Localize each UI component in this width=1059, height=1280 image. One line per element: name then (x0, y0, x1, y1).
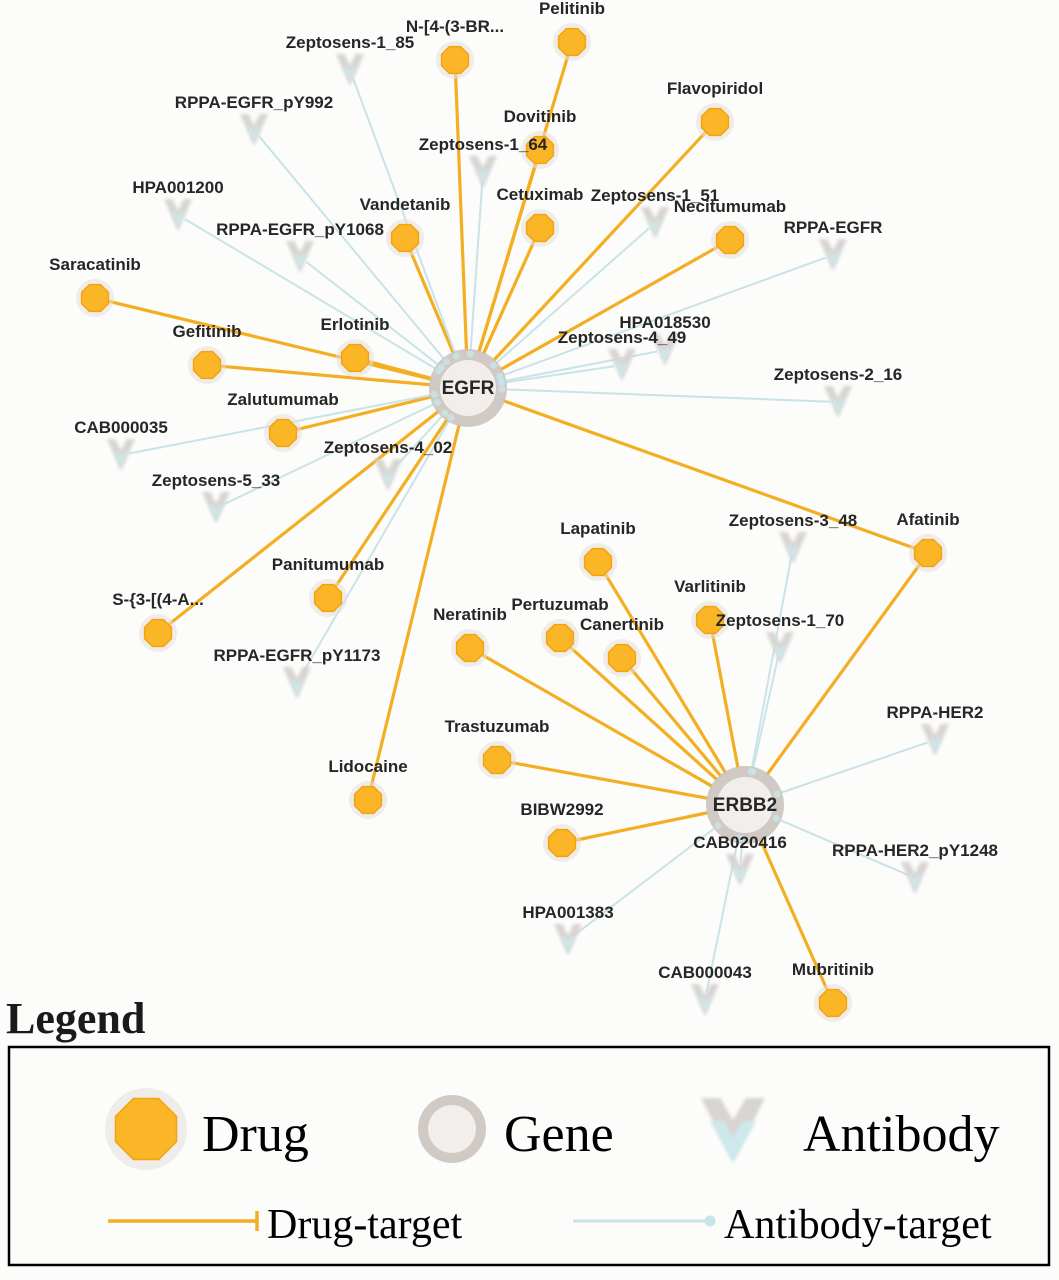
svg-text:Erlotinib: Erlotinib (321, 315, 390, 334)
svg-text:Pelitinib: Pelitinib (539, 0, 605, 18)
svg-text:Zeptosens-1_51: Zeptosens-1_51 (591, 186, 720, 205)
svg-text:Drug: Drug (202, 1106, 309, 1163)
svg-text:Zeptosens-5_33: Zeptosens-5_33 (152, 471, 281, 490)
svg-text:Vandetanib: Vandetanib (360, 195, 451, 214)
svg-text:CAB000043: CAB000043 (658, 963, 752, 982)
svg-text:Panitumumab: Panitumumab (272, 555, 384, 574)
svg-text:BIBW2992: BIBW2992 (520, 800, 603, 819)
svg-text:RPPA-HER2_pY1248: RPPA-HER2_pY1248 (832, 841, 998, 860)
svg-text:Zalutumumab: Zalutumumab (227, 390, 338, 409)
svg-text:Legend: Legend (6, 994, 145, 1043)
svg-text:Cetuximab: Cetuximab (497, 185, 584, 204)
svg-text:CAB000035: CAB000035 (74, 418, 168, 437)
svg-text:Zeptosens-1_64: Zeptosens-1_64 (419, 135, 548, 154)
svg-text:Lidocaine: Lidocaine (328, 757, 407, 776)
svg-text:HPA001383: HPA001383 (522, 903, 613, 922)
svg-text:N-[4-(3-BR...: N-[4-(3-BR... (406, 17, 504, 36)
svg-text:Zeptosens-2_16: Zeptosens-2_16 (774, 365, 903, 384)
svg-text:Trastuzumab: Trastuzumab (445, 717, 550, 736)
svg-text:Neratinib: Neratinib (433, 605, 507, 624)
svg-text:S-{3-[(4-A...: S-{3-[(4-A... (112, 590, 204, 609)
svg-text:Drug-target: Drug-target (267, 1202, 462, 1248)
svg-text:Lapatinib: Lapatinib (560, 519, 636, 538)
svg-text:Afatinib: Afatinib (896, 510, 959, 529)
svg-text:RPPA-HER2: RPPA-HER2 (887, 703, 984, 722)
svg-text:Zeptosens-1_70: Zeptosens-1_70 (716, 611, 845, 630)
svg-text:Dovitinib: Dovitinib (504, 107, 577, 126)
svg-text:Canertinib: Canertinib (580, 615, 664, 634)
svg-text:Pertuzumab: Pertuzumab (511, 595, 608, 614)
svg-text:Antibody-target: Antibody-target (724, 1202, 992, 1248)
svg-text:Mubritinib: Mubritinib (792, 960, 874, 979)
svg-text:RPPA-EGFR_pY992: RPPA-EGFR_pY992 (175, 93, 333, 112)
svg-text:HPA001200: HPA001200 (132, 178, 223, 197)
svg-text:Zeptosens-1_85: Zeptosens-1_85 (286, 33, 415, 52)
svg-text:Varlitinib: Varlitinib (674, 577, 746, 596)
svg-text:Zeptosens-3_48: Zeptosens-3_48 (729, 511, 858, 530)
svg-text:Zeptosens-4_02: Zeptosens-4_02 (324, 438, 453, 457)
svg-text:Gene: Gene (504, 1106, 614, 1163)
svg-text:EGFR: EGFR (442, 378, 495, 399)
svg-text:Antibody: Antibody (803, 1106, 999, 1163)
svg-text:Zeptosens-4_49: Zeptosens-4_49 (558, 328, 687, 347)
svg-text:Flavopiridol: Flavopiridol (667, 79, 763, 98)
svg-text:RPPA-EGFR_pY1173: RPPA-EGFR_pY1173 (214, 646, 381, 665)
svg-text:ERBB2: ERBB2 (713, 795, 777, 816)
svg-text:Gefitinib: Gefitinib (173, 322, 242, 341)
svg-text:CAB020416: CAB020416 (693, 833, 787, 852)
svg-text:RPPA-EGFR_pY1068: RPPA-EGFR_pY1068 (216, 220, 384, 239)
svg-text:Saracatinib: Saracatinib (49, 255, 141, 274)
svg-text:RPPA-EGFR: RPPA-EGFR (784, 218, 883, 237)
